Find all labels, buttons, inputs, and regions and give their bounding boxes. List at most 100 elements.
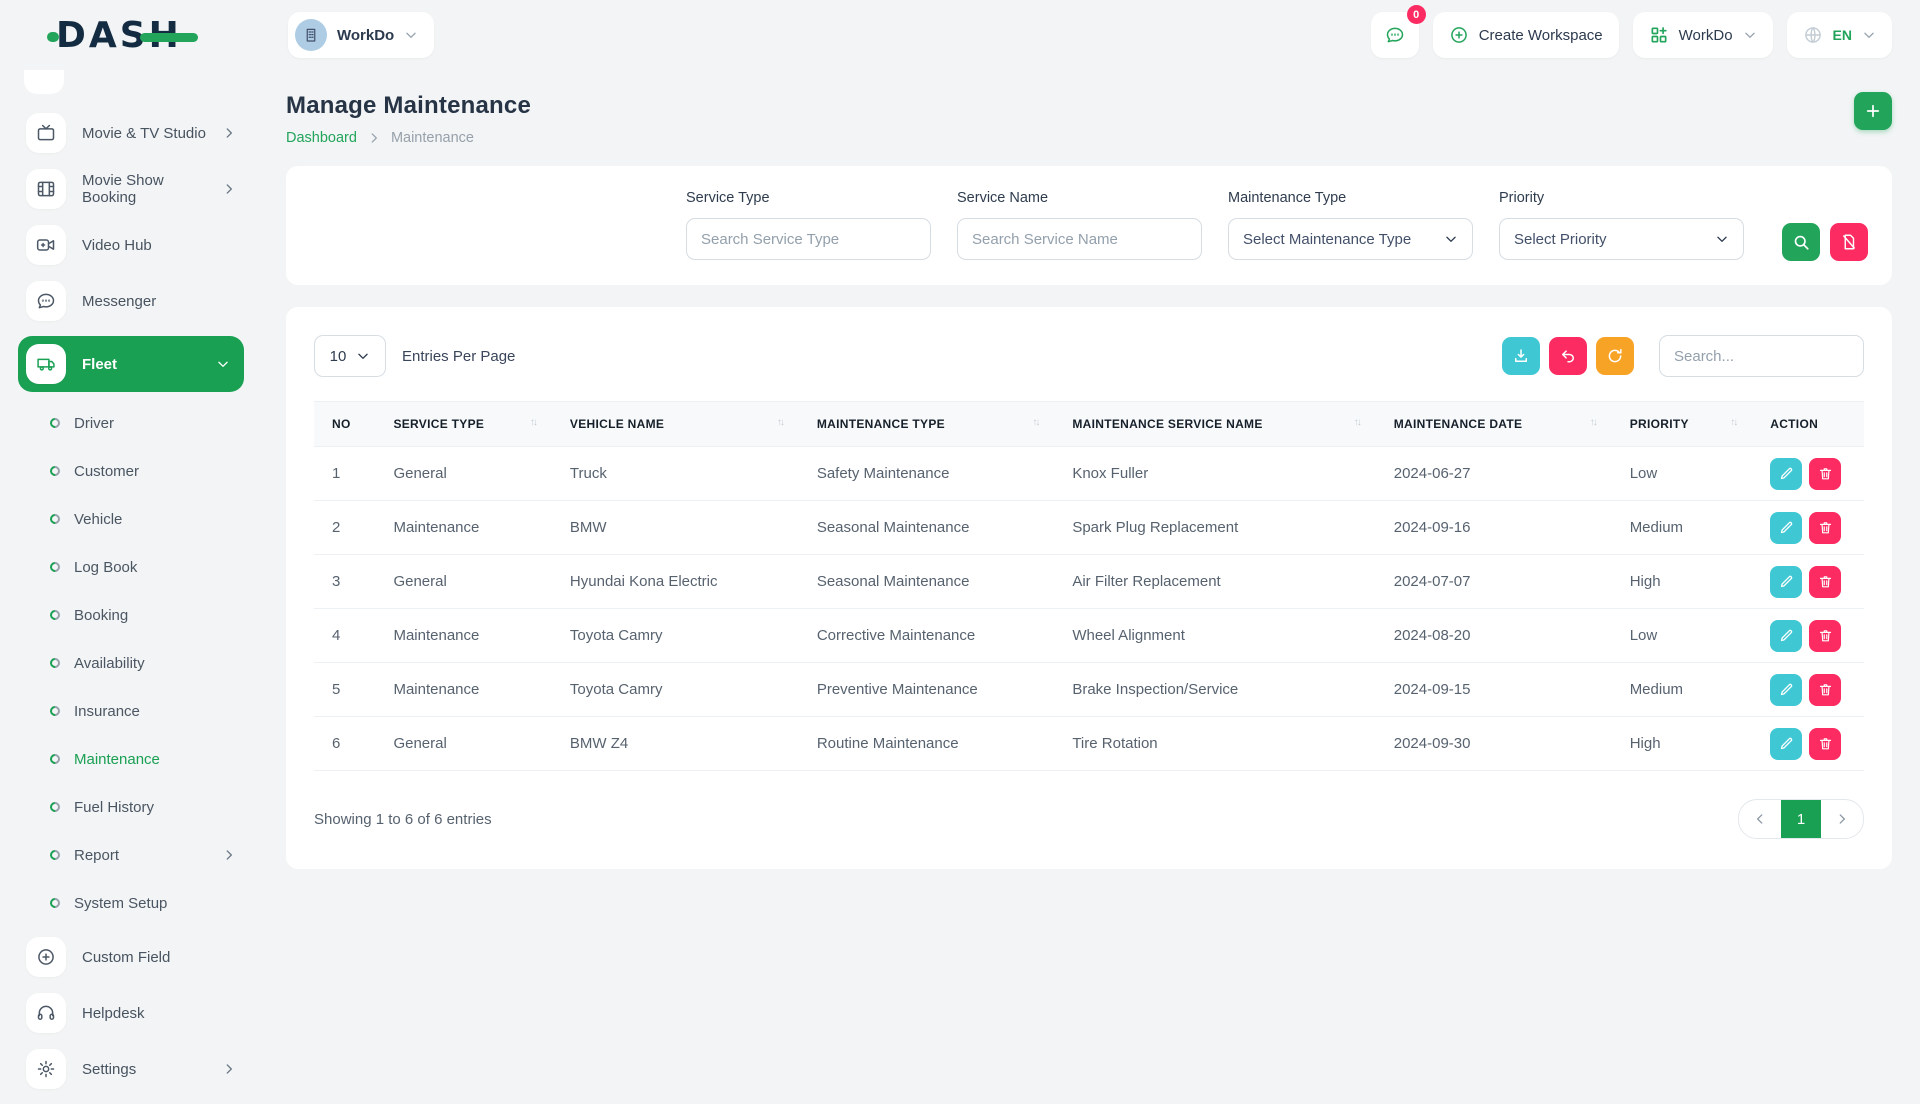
breadcrumb-dashboard-link[interactable]: Dashboard xyxy=(286,130,357,146)
sidebar-item-messenger[interactable]: Messenger xyxy=(18,280,244,322)
prev-page-button[interactable] xyxy=(1739,800,1781,838)
create-workspace-label: Create Workspace xyxy=(1479,27,1603,44)
cell-maintenance-date: 2024-06-27 xyxy=(1384,447,1620,501)
sidebar-item-insurance[interactable]: Insurance xyxy=(18,696,244,726)
sort-icon: ↑↓ xyxy=(1590,417,1610,428)
chevron-right-icon xyxy=(222,1062,236,1076)
edit-button[interactable] xyxy=(1770,512,1802,544)
delete-button[interactable] xyxy=(1809,458,1841,490)
refresh-button[interactable] xyxy=(1596,337,1634,375)
add-maintenance-button[interactable] xyxy=(1854,92,1892,130)
building-icon xyxy=(302,26,320,44)
edit-button[interactable] xyxy=(1770,620,1802,652)
column-header-maintenance-service-name[interactable]: MAINTENANCE SERVICE NAME↑↓ xyxy=(1062,402,1383,447)
sidebar: Movie & TV Studio Movie Show Booking Video… xyxy=(0,70,260,1104)
sidebar-item-settings[interactable]: Settings xyxy=(18,1048,244,1090)
table-card: 10 Entries Per Page xyxy=(286,307,1892,869)
sidebar-item-availability[interactable]: Availability xyxy=(18,648,244,678)
search-icon xyxy=(1792,233,1810,251)
service-name-input[interactable] xyxy=(957,218,1202,260)
plus-circle-icon xyxy=(1449,25,1469,45)
cell-service-type: General xyxy=(383,447,559,501)
priority-select[interactable]: Select Priority xyxy=(1499,218,1744,260)
delete-button[interactable] xyxy=(1809,566,1841,598)
cell-service-type: General xyxy=(383,555,559,609)
edit-button[interactable] xyxy=(1770,728,1802,760)
table-search-input[interactable] xyxy=(1659,335,1864,377)
bullet-icon xyxy=(48,416,62,430)
workspace-selector[interactable]: WorkDo xyxy=(288,12,434,58)
export-button[interactable] xyxy=(1502,337,1540,375)
bullet-icon xyxy=(48,608,62,622)
edit-button[interactable] xyxy=(1770,566,1802,598)
current-page-button[interactable]: 1 xyxy=(1781,800,1821,838)
workdo-menu-label: WorkDo xyxy=(1679,27,1733,44)
edit-button[interactable] xyxy=(1770,674,1802,706)
chevron-right-icon xyxy=(367,131,381,145)
sort-icon: ↑↓ xyxy=(1354,417,1374,428)
sidebar-item-booking[interactable]: Booking xyxy=(18,600,244,630)
sidebar-item-log-book[interactable]: Log Book xyxy=(18,552,244,582)
workdo-menu-button[interactable]: WorkDo xyxy=(1633,12,1773,58)
sidebar-item-system-setup[interactable]: System Setup xyxy=(18,888,244,918)
cell-action xyxy=(1760,717,1864,771)
bullet-icon xyxy=(48,512,62,526)
sidebar-item-movie-show-booking[interactable]: Movie Show Booking xyxy=(18,168,244,210)
sidebar-item-fuel-history[interactable]: Fuel History xyxy=(18,792,244,822)
pagination: 1 xyxy=(1738,799,1864,839)
bullet-icon xyxy=(48,464,62,478)
cell-action xyxy=(1760,447,1864,501)
column-header-vehicle-name[interactable]: VEHICLE NAME↑↓ xyxy=(560,402,807,447)
sidebar-item-label: Movie Show Booking xyxy=(82,172,206,206)
sidebar-item-report[interactable]: Report xyxy=(18,840,244,870)
messages-button[interactable]: 0 xyxy=(1371,12,1419,58)
trash-icon xyxy=(1818,520,1833,535)
delete-button[interactable] xyxy=(1809,620,1841,652)
sidebar-item-video-hub[interactable]: Video Hub xyxy=(18,224,244,266)
chevron-right-icon xyxy=(222,182,236,196)
sidebar-item-label: Maintenance xyxy=(74,751,160,768)
filter-label-service-type: Service Type xyxy=(686,190,931,206)
trash-icon xyxy=(1818,736,1833,751)
cell-no: 5 xyxy=(314,663,383,717)
edit-button[interactable] xyxy=(1770,458,1802,490)
video-icon xyxy=(26,225,66,265)
bullet-icon xyxy=(48,800,62,814)
next-page-button[interactable] xyxy=(1821,800,1863,838)
cell-maintenance-type: Safety Maintenance xyxy=(807,447,1063,501)
sidebar-item-maintenance[interactable]: Maintenance xyxy=(18,744,244,774)
delete-button[interactable] xyxy=(1809,728,1841,760)
maintenance-type-select[interactable]: Select Maintenance Type xyxy=(1228,218,1473,260)
language-selector[interactable]: EN xyxy=(1787,12,1892,58)
sidebar-item-fleet[interactable]: Fleet xyxy=(18,336,244,392)
create-workspace-button[interactable]: Create Workspace xyxy=(1433,12,1619,58)
logo-dot xyxy=(47,32,59,42)
sidebar-item-customer[interactable]: Customer xyxy=(18,456,244,486)
sidebar-item-driver[interactable]: Driver xyxy=(18,408,244,438)
service-type-input[interactable] xyxy=(686,218,931,260)
entries-per-page-label: Entries Per Page xyxy=(402,348,515,365)
cell-action xyxy=(1760,501,1864,555)
table-row: 1GeneralTruckSafety MaintenanceKnox Full… xyxy=(314,447,1864,501)
cell-no: 6 xyxy=(314,717,383,771)
apply-filter-button[interactable] xyxy=(1782,223,1820,261)
sidebar-item-helpdesk[interactable]: Helpdesk xyxy=(18,992,244,1034)
column-header-priority[interactable]: PRIORITY↑↓ xyxy=(1620,402,1761,447)
table-row: 6GeneralBMW Z4Routine MaintenanceTire Ro… xyxy=(314,717,1864,771)
column-header-maintenance-type[interactable]: MAINTENANCE TYPE↑↓ xyxy=(807,402,1063,447)
sidebar-item-label: Messenger xyxy=(82,293,156,310)
delete-button[interactable] xyxy=(1809,512,1841,544)
sidebar-item-movie-tv-studio[interactable]: Movie & TV Studio xyxy=(18,112,244,154)
cell-maintenance-type: Seasonal Maintenance xyxy=(807,555,1063,609)
clear-filter-button[interactable] xyxy=(1830,223,1868,261)
messages-badge: 0 xyxy=(1407,5,1426,24)
cell-vehicle-name: Truck xyxy=(560,447,807,501)
column-header-service-type[interactable]: SERVICE TYPE↑↓ xyxy=(383,402,559,447)
sidebar-item-vehicle[interactable]: Vehicle xyxy=(18,504,244,534)
entries-per-page-select[interactable]: 10 xyxy=(314,335,386,377)
delete-button[interactable] xyxy=(1809,674,1841,706)
column-header-maintenance-date[interactable]: MAINTENANCE DATE↑↓ xyxy=(1384,402,1620,447)
sidebar-item-custom-field[interactable]: Custom Field xyxy=(18,936,244,978)
cell-priority: Medium xyxy=(1620,501,1761,555)
undo-button[interactable] xyxy=(1549,337,1587,375)
